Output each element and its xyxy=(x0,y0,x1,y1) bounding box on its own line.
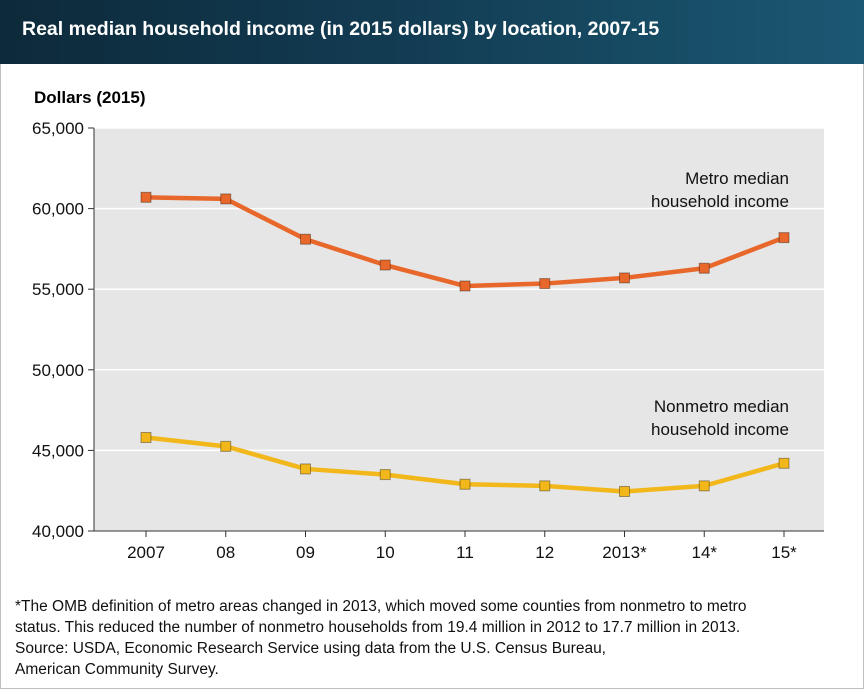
data-point-marker xyxy=(698,480,710,492)
data-point-marker xyxy=(459,478,471,490)
x-tick-label: 11 xyxy=(456,543,474,562)
data-point-marker xyxy=(539,278,551,290)
y-tick-label: 40,000 xyxy=(32,522,84,541)
x-tick-label: 15* xyxy=(771,543,797,562)
x-tick-label: 2007 xyxy=(127,543,165,562)
data-point-marker xyxy=(300,233,311,245)
data-point-marker xyxy=(778,232,790,244)
y-tick-label: 50,000 xyxy=(32,361,84,380)
x-tick-label: 12 xyxy=(535,543,554,562)
series-label: Metro median xyxy=(685,169,789,188)
source-line: Source: USDA, Economic Research Service … xyxy=(15,640,606,657)
y-tick-label: 60,000 xyxy=(32,200,84,219)
y-tick-label: 55,000 xyxy=(32,280,84,299)
plot-area xyxy=(94,128,824,531)
data-point-marker xyxy=(140,432,152,444)
source-line: American Community Survey. xyxy=(15,661,219,678)
chart-header: Real median household income (in 2015 do… xyxy=(0,0,864,64)
data-point-marker xyxy=(778,457,790,469)
series-label: Nonmetro median xyxy=(654,397,789,416)
footnote-line: *The OMB definition of metro areas chang… xyxy=(15,598,747,615)
x-tick-label: 14* xyxy=(691,543,717,562)
footnote-line: status. This reduced the number of nonme… xyxy=(15,619,741,636)
x-tick-label: 2013* xyxy=(602,543,647,562)
footnote: *The OMB definition of metro areas chang… xyxy=(15,596,853,680)
y-tick-label: 45,000 xyxy=(32,441,84,460)
y-axis-label: Dollars (2015) xyxy=(34,88,146,107)
data-point-marker xyxy=(379,259,391,271)
chart-title: Real median household income (in 2015 do… xyxy=(22,18,660,40)
data-point-marker xyxy=(459,280,471,292)
data-point-marker xyxy=(379,469,391,481)
data-point-marker xyxy=(140,191,152,203)
data-point-marker xyxy=(619,272,630,284)
x-tick-label: 09 xyxy=(296,543,315,562)
data-point-marker xyxy=(619,486,630,498)
x-tick-label: 10 xyxy=(376,543,395,562)
x-tick-label: 08 xyxy=(216,543,235,562)
data-point-marker xyxy=(220,440,232,452)
data-point-marker xyxy=(539,480,551,492)
y-tick-label: 65,000 xyxy=(32,119,84,138)
data-point-marker xyxy=(300,463,311,475)
data-point-marker xyxy=(220,193,232,205)
series-label: household income xyxy=(651,192,789,211)
data-point-marker xyxy=(698,262,710,274)
series-label: household income xyxy=(651,420,789,439)
line-chart: 40,000 45,000 50,000 55,000 60,000 65,000 2007… xyxy=(32,119,824,562)
